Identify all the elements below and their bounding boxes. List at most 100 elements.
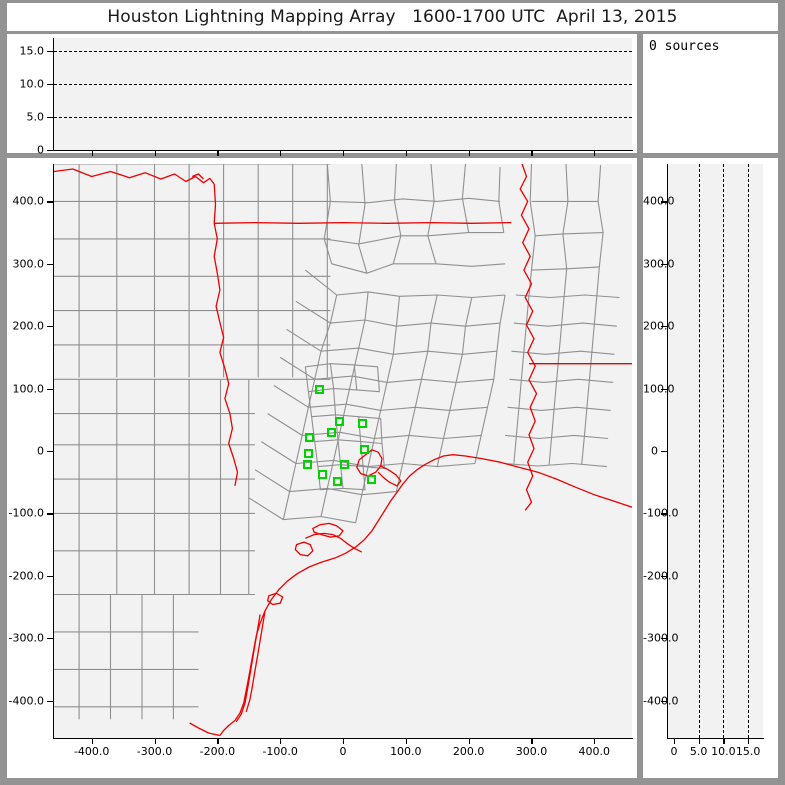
y-tick-label: 10.0 xyxy=(19,77,45,91)
y-tick xyxy=(661,575,668,577)
y-tick xyxy=(661,451,668,453)
x-tick-label: 5.0 xyxy=(689,745,708,758)
x-tick xyxy=(405,738,407,744)
lma-station-marker xyxy=(332,477,342,487)
lma-station-marker xyxy=(304,432,314,442)
gridline-horizontal xyxy=(54,51,632,53)
y-tick xyxy=(47,150,54,152)
sources-count-panel: 0 sources xyxy=(643,34,778,153)
y-tick-label: -400.0 xyxy=(643,694,679,708)
y-tick xyxy=(47,51,54,53)
y-tick-label: 200.0 xyxy=(643,319,675,333)
x-tick xyxy=(217,738,219,744)
x-tick-label: 10.0 xyxy=(711,745,736,758)
plan-view-map-panel: -400.0 -300.0 -200.0 -100.0 0 100.0 200.0 300.0… xyxy=(7,158,637,778)
x-tick xyxy=(405,150,407,156)
y-tick-label: 400.0 xyxy=(643,194,675,208)
x-axis-line xyxy=(667,738,764,740)
x-tick xyxy=(217,150,219,156)
x-tick xyxy=(91,738,93,744)
x-tick-label: 100.0 xyxy=(390,745,422,758)
x-tick xyxy=(673,738,676,744)
x-tick xyxy=(594,150,596,156)
lma-station-marker xyxy=(366,475,376,485)
x-tick-label: 400.0 xyxy=(578,745,611,758)
y-tick xyxy=(47,326,54,328)
y-tick-label: 15.0 xyxy=(19,44,45,58)
lma-station-marker xyxy=(317,470,327,480)
y-tick xyxy=(661,700,668,702)
y-tick xyxy=(47,201,54,203)
y-tick-label: 300.0 xyxy=(12,257,45,271)
y-tick-label: -400.0 xyxy=(8,694,44,708)
y-tick xyxy=(47,263,54,265)
map-geography xyxy=(54,164,632,737)
x-tick xyxy=(748,738,750,744)
lma-station-marker xyxy=(359,445,369,455)
gridline-vertical xyxy=(723,164,725,738)
x-tick-label: 0 xyxy=(339,745,347,758)
x-tick xyxy=(594,738,596,744)
y-tick-label: 100.0 xyxy=(643,382,675,396)
y-tick xyxy=(47,513,54,515)
lma-station-marker xyxy=(302,460,312,470)
lma-station-marker xyxy=(327,427,337,437)
gridline-horizontal xyxy=(54,117,632,119)
y-tick xyxy=(661,201,668,203)
time-height-plot-area[interactable] xyxy=(54,38,632,150)
y-tick-label: 100.0 xyxy=(12,382,45,396)
x-tick xyxy=(531,150,533,156)
y-tick-label: 0 xyxy=(37,444,44,458)
gridline-horizontal xyxy=(54,84,632,86)
x-tick-label: -100.0 xyxy=(262,745,298,758)
lma-station-marker xyxy=(334,417,344,427)
y-tick xyxy=(661,513,668,515)
y-tick xyxy=(47,388,54,390)
x-tick xyxy=(531,738,533,744)
gridline-vertical xyxy=(748,164,750,738)
x-tick xyxy=(154,738,156,744)
x-tick xyxy=(698,738,700,744)
x-tick xyxy=(468,738,470,744)
y-tick-label: 400.0 xyxy=(12,194,45,208)
lma-station-marker xyxy=(303,448,313,458)
y-tick-label: -300.0 xyxy=(8,631,44,645)
x-tick xyxy=(280,150,282,156)
y-tick xyxy=(47,700,54,702)
x-tick xyxy=(343,150,345,156)
height-vs-north-plot-area[interactable] xyxy=(668,164,763,738)
y-tick xyxy=(47,117,54,119)
lma-station-marker xyxy=(357,419,367,429)
lma-station-marker xyxy=(314,385,324,395)
y-tick-label: -300.0 xyxy=(643,631,679,645)
time-height-panel: -400.0-300.0-200.0-100.00100.0200.0300.0… xyxy=(7,34,637,170)
y-tick-label: 300.0 xyxy=(643,257,675,271)
y-tick xyxy=(661,638,668,640)
x-tick-label: -300.0 xyxy=(136,745,173,758)
plan-view-map-plot-area[interactable] xyxy=(54,164,632,738)
gridline-vertical xyxy=(698,164,700,738)
y-tick xyxy=(47,84,54,86)
x-tick xyxy=(154,150,156,156)
y-tick-label: 0 xyxy=(37,143,44,157)
height-vs-north-panel: 0 5.0 10.0 15.0 -400.0 -300.0 -200.0 -100.0 0 100… xyxy=(643,158,778,778)
x-tick xyxy=(280,738,282,744)
y-tick xyxy=(661,388,668,390)
x-tick-label: 15.0 xyxy=(735,745,761,758)
y-tick-label: -100.0 xyxy=(8,506,44,520)
y-tick xyxy=(47,575,54,577)
page-title: Houston Lightning Mapping Array 1600-170… xyxy=(107,7,678,27)
x-tick xyxy=(468,150,470,156)
x-tick-label: -400.0 xyxy=(73,745,110,758)
x-tick xyxy=(723,738,725,744)
sources-count-label: 0 sources xyxy=(649,39,720,54)
x-tick xyxy=(91,150,93,156)
y-tick-label: -200.0 xyxy=(8,569,44,583)
y-tick-label: 0 xyxy=(651,444,658,458)
y-tick-label: -100.0 xyxy=(643,506,679,520)
lma-station-marker xyxy=(339,460,349,470)
y-axis-line xyxy=(53,38,55,151)
x-tick-label: -200.0 xyxy=(199,745,236,758)
x-tick-label: 300.0 xyxy=(515,745,548,758)
